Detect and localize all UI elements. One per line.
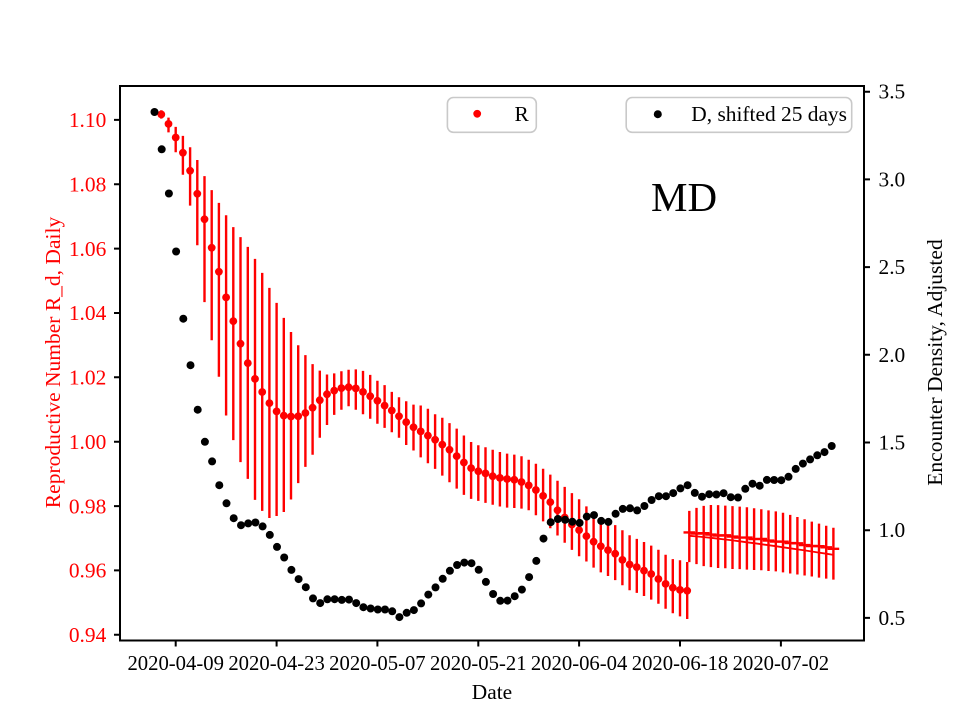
svg-text:1.06: 1.06 — [69, 237, 107, 261]
svg-text:2020-07-02: 2020-07-02 — [733, 651, 830, 675]
svg-text:0.94: 0.94 — [69, 623, 107, 647]
svg-text:Encounter Density, Adjusted: Encounter Density, Adjusted — [923, 239, 947, 486]
svg-text:1.00: 1.00 — [69, 430, 106, 454]
svg-text:3.0: 3.0 — [879, 167, 906, 191]
svg-text:1.5: 1.5 — [879, 431, 906, 455]
svg-text:1.02: 1.02 — [69, 366, 106, 390]
svg-text:Date: Date — [472, 680, 512, 704]
svg-text:0.96: 0.96 — [69, 559, 107, 583]
svg-text:0.98: 0.98 — [69, 494, 106, 518]
svg-text:2020-06-04: 2020-06-04 — [531, 651, 628, 675]
svg-text:2020-06-18: 2020-06-18 — [632, 651, 729, 675]
svg-text:0.5: 0.5 — [879, 606, 906, 630]
svg-text:2020-04-09: 2020-04-09 — [127, 651, 224, 675]
svg-text:2.5: 2.5 — [879, 255, 906, 279]
svg-text:1.10: 1.10 — [69, 108, 106, 132]
svg-text:1.04: 1.04 — [69, 301, 107, 325]
svg-text:1.08: 1.08 — [69, 173, 106, 197]
svg-text:3.5: 3.5 — [879, 80, 906, 104]
svg-text:MD: MD — [651, 174, 717, 220]
svg-text:2020-05-07: 2020-05-07 — [329, 651, 426, 675]
svg-text:Reproductive Number R_d, Daily: Reproductive Number R_d, Daily — [41, 217, 65, 509]
svg-text:1.0: 1.0 — [879, 518, 906, 542]
svg-text:2.0: 2.0 — [879, 343, 906, 367]
svg-text:R: R — [515, 102, 530, 126]
svg-text:2020-05-21: 2020-05-21 — [430, 651, 527, 675]
svg-text:D, shifted 25 days: D, shifted 25 days — [691, 102, 847, 126]
svg-text:2020-04-23: 2020-04-23 — [228, 651, 325, 675]
